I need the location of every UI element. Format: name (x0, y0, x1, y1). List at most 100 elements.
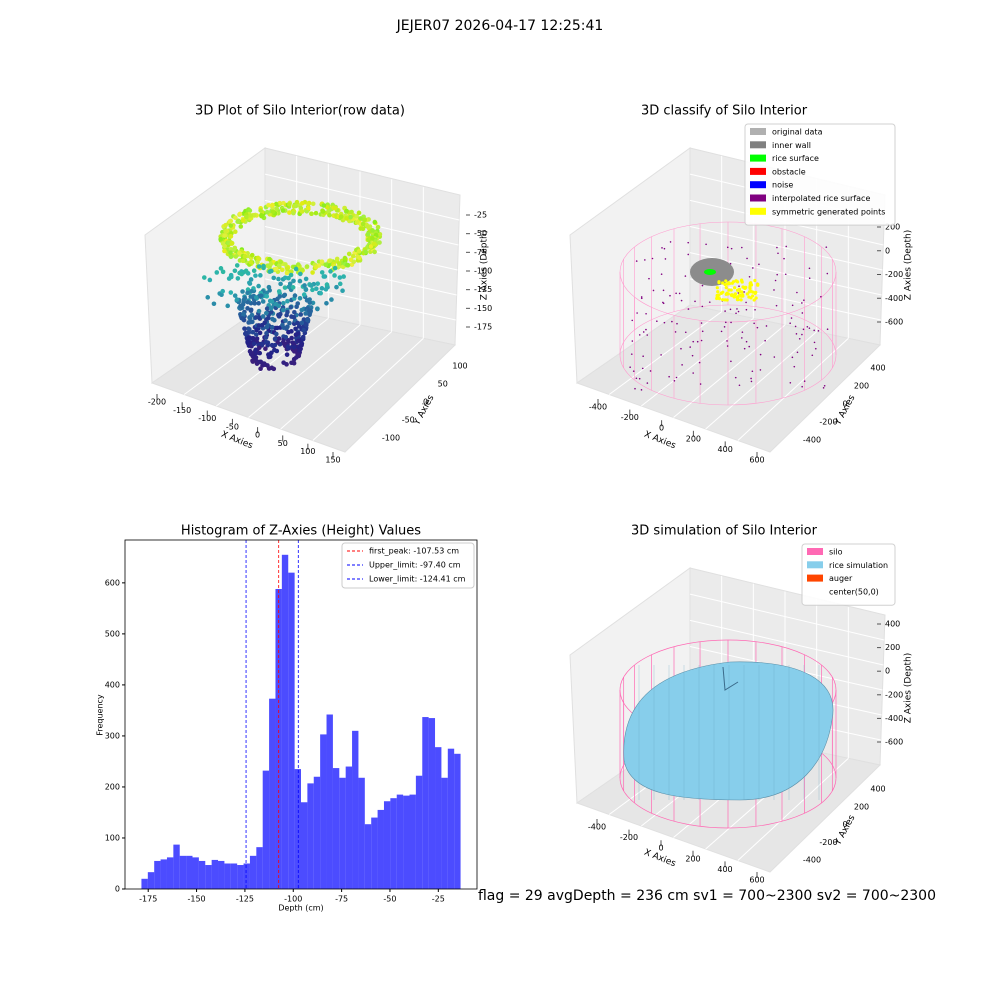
point (358, 216, 363, 221)
legend-swatch (750, 154, 766, 162)
point (651, 257, 654, 260)
z-tick-label: 200 (885, 223, 900, 232)
point (795, 333, 798, 335)
point (737, 310, 740, 313)
point (668, 375, 670, 378)
y-tick-label: 200 (854, 802, 869, 811)
point (290, 340, 295, 345)
point (321, 274, 327, 279)
x-tick-label: -200 (621, 413, 639, 422)
pane-grid (264, 173, 460, 221)
bar (166, 857, 174, 889)
point (249, 312, 255, 318)
point (232, 268, 238, 274)
y-tick-label: -100 (382, 434, 400, 443)
point (803, 299, 805, 302)
point (293, 203, 299, 209)
point (721, 281, 725, 285)
point (280, 267, 285, 273)
pane-grid (264, 252, 457, 296)
point (258, 273, 263, 278)
point (263, 339, 269, 345)
z-tick-label: -200 (885, 690, 903, 699)
x-tick-label: 200 (685, 854, 700, 863)
point (289, 329, 294, 334)
point (687, 308, 690, 310)
bar (307, 783, 314, 889)
z-tick-label: -175 (474, 323, 492, 332)
point (758, 263, 760, 266)
point (294, 199, 300, 205)
point (281, 360, 286, 365)
x-tick-label: 0 (255, 431, 260, 440)
point (256, 283, 261, 289)
point (635, 377, 638, 380)
legend-label: obstacle (772, 167, 806, 176)
point (750, 377, 752, 380)
point (315, 281, 321, 286)
point (243, 214, 249, 220)
point (327, 212, 332, 218)
point (796, 351, 799, 354)
point (288, 272, 294, 278)
point (262, 361, 267, 366)
point-cloud (201, 199, 383, 372)
point (738, 290, 742, 294)
bar (294, 769, 301, 889)
point (644, 259, 646, 261)
point (725, 291, 729, 295)
pane-grid (183, 311, 297, 395)
legend-swatch (750, 141, 766, 149)
point (774, 279, 777, 282)
point (801, 385, 803, 388)
point (741, 331, 744, 333)
point (232, 293, 238, 298)
point (734, 376, 737, 379)
bar (198, 860, 206, 889)
point (220, 241, 226, 246)
point (228, 290, 234, 295)
point (285, 324, 290, 330)
point (249, 352, 255, 357)
point (270, 209, 276, 215)
x-tick-label: -400 (588, 823, 606, 832)
point (370, 236, 375, 241)
bar (269, 698, 276, 889)
point (692, 372, 694, 374)
auger (722, 666, 739, 691)
legend-swatch (807, 574, 823, 582)
point (298, 271, 303, 277)
point (783, 257, 785, 260)
point (729, 293, 734, 297)
point (291, 349, 297, 354)
bar (447, 748, 455, 889)
legend-label: inner wall (772, 141, 811, 150)
point (752, 267, 754, 269)
point (253, 295, 259, 300)
point (645, 312, 647, 315)
legend-swatch (807, 587, 823, 595)
point (752, 298, 756, 302)
point (730, 281, 734, 285)
rice-surface-blob (704, 269, 716, 275)
subplot-title: 3D simulation of Silo Interior (631, 524, 818, 539)
pane-grid (737, 757, 849, 861)
axis-label: X Axies (220, 430, 255, 452)
point (664, 258, 667, 260)
y-tick-label: -50 (402, 416, 415, 425)
point (274, 331, 279, 337)
point (300, 334, 306, 340)
bar (301, 802, 308, 889)
y-tick-label: 0 (115, 885, 120, 894)
point (814, 347, 817, 350)
x-tick-label: 50 (278, 439, 288, 448)
x-tick-label: -100 (284, 895, 302, 904)
point (232, 229, 238, 235)
point (678, 292, 681, 295)
y-tick-label: 300 (105, 731, 120, 740)
point (296, 352, 302, 357)
point (313, 264, 319, 270)
x-tick-label: 600 (749, 876, 764, 885)
point (218, 236, 223, 242)
point (745, 292, 749, 296)
